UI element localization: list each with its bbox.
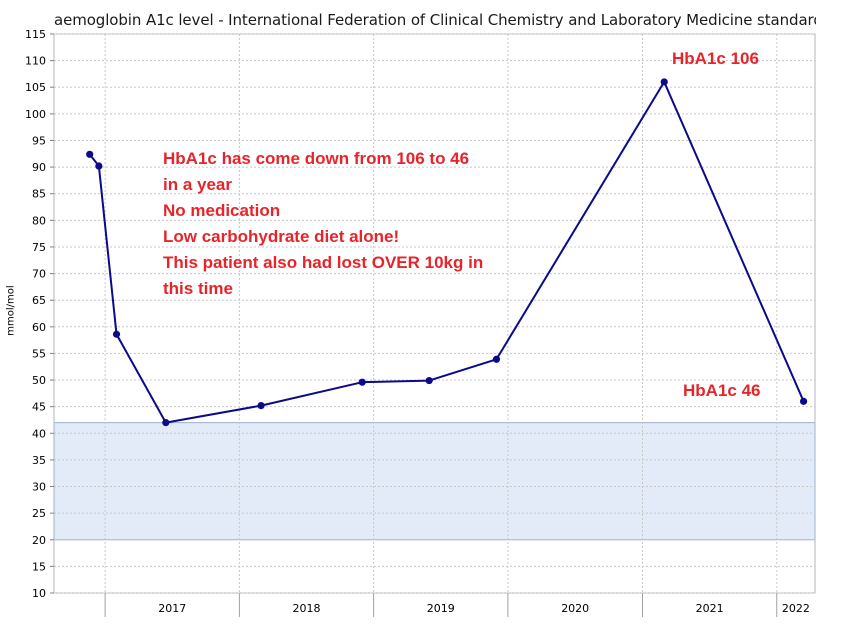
data-point <box>112 330 121 338</box>
data-point <box>358 378 366 386</box>
y-tick-label: 35 <box>32 454 46 467</box>
data-point <box>492 355 501 363</box>
y-tick-label: 40 <box>32 427 46 440</box>
y-tick-label: 100 <box>25 108 46 121</box>
y-tick-label: 110 <box>25 55 46 68</box>
y-tick-label: 65 <box>32 294 46 307</box>
series-line <box>88 80 805 424</box>
x-tick-label: 2018 <box>293 602 321 615</box>
data-point <box>162 419 170 427</box>
y-tick-label: 30 <box>32 481 46 494</box>
target-range-band <box>53 422 816 541</box>
data-point <box>799 397 808 405</box>
data-point <box>660 78 668 86</box>
y-tick-label: 15 <box>32 560 46 573</box>
y-tick-label: 60 <box>32 321 46 334</box>
y-tick-label: 70 <box>32 268 46 281</box>
data-point <box>95 162 103 170</box>
y-tick-label: 50 <box>32 374 46 387</box>
y-tick-label: 95 <box>32 134 46 147</box>
y-tick-label: 20 <box>32 534 46 547</box>
x-tick-label: 2022 <box>782 602 810 615</box>
data-point <box>425 376 433 385</box>
y-tick-label: 85 <box>32 188 46 201</box>
y-tick-label: 45 <box>32 401 46 414</box>
y-tick-label: 105 <box>25 81 46 94</box>
y-tick-label: 75 <box>32 241 46 254</box>
y-tick-label: 80 <box>32 214 46 227</box>
y-tick-label: 55 <box>32 347 46 360</box>
y-tick-label: 10 <box>32 587 46 600</box>
y-axis-label: mmol/mol <box>5 285 17 336</box>
x-tick-label: 2020 <box>561 602 589 615</box>
x-tick-label: 2021 <box>696 602 724 615</box>
annotation-peak: HbA1c 106 <box>672 49 759 68</box>
annotation-latest: HbA1c 46 <box>683 381 761 400</box>
chart-title: aemoglobin A1c level - International Fed… <box>54 11 816 29</box>
y-tick-label: 25 <box>32 507 46 520</box>
x-tick-label: 2019 <box>427 602 455 615</box>
y-tick-label: 90 <box>32 161 46 174</box>
y-tick-label: 115 <box>25 28 46 41</box>
annotation-summary: HbA1c has come down from 106 to 46 in a … <box>163 149 484 298</box>
data-point <box>86 150 94 158</box>
data-point <box>257 402 265 410</box>
x-tick-label: 2017 <box>158 602 186 615</box>
